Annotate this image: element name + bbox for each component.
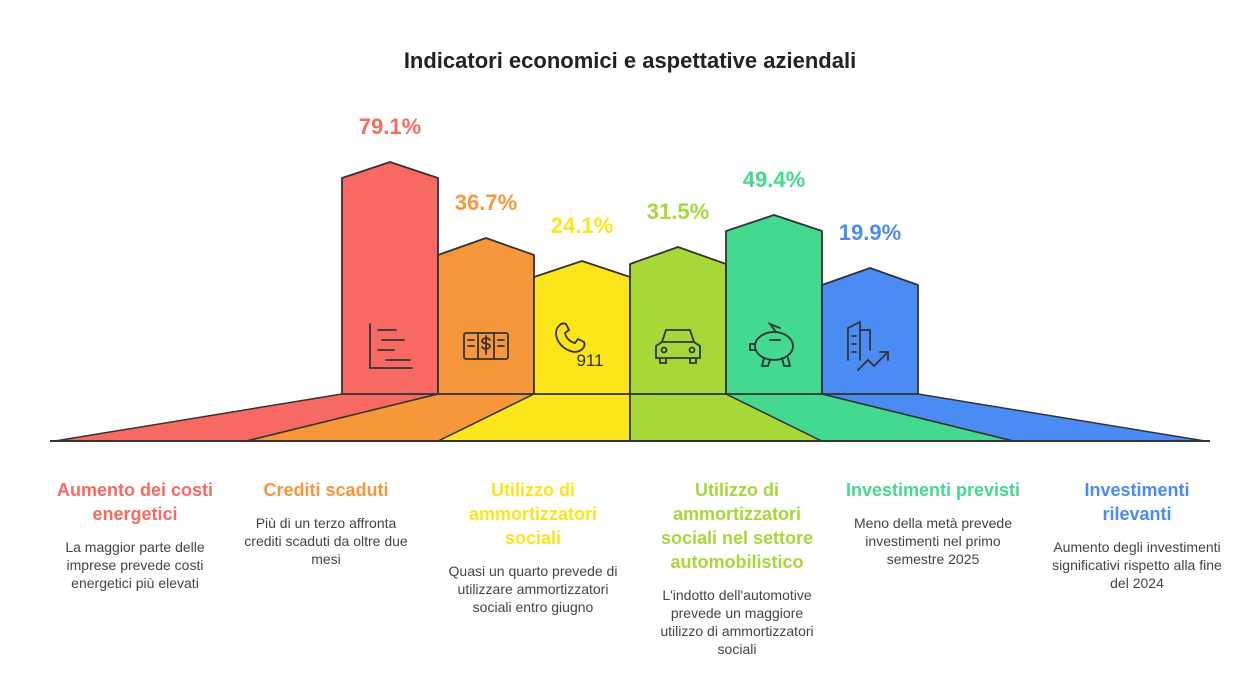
item-column: Crediti scaduti Più di un terzo affronta … <box>238 478 414 568</box>
icon: 911 <box>555 322 604 370</box>
icon-shape <box>749 321 792 367</box>
icon-text: 911 <box>576 351 603 370</box>
item-column: Investimenti previsti Meno della metà pre… <box>845 478 1021 568</box>
item-column: Aumento dei costi energetici La maggior p… <box>47 478 223 592</box>
item-column: Investimenti rilevanti Aumento degli inve… <box>1049 478 1225 592</box>
item-title: Utilizzo di ammortizzatori sociali <box>468 480 598 548</box>
item-column: Utilizzo di ammortizzatori sociali nel s… <box>649 478 825 658</box>
house-bar <box>437 237 535 395</box>
item-title: Investimenti rilevanti <box>1084 480 1190 524</box>
item-description: Aumento degli investimenti significativi… <box>1052 539 1222 591</box>
icon-shape <box>660 346 668 354</box>
icon <box>655 329 701 364</box>
house-bar <box>725 214 823 395</box>
item-title: Investimenti previsti <box>845 480 1021 500</box>
icon <box>847 320 889 371</box>
value-label: 19.9% <box>839 220 901 245</box>
item-description: Meno della metà prevede investimenti nel… <box>854 515 1012 567</box>
item-description: Più di un terzo affronta crediti scaduti… <box>244 515 408 567</box>
icon <box>463 332 509 360</box>
icon-shape <box>688 346 696 354</box>
title: Indicatori economici e aspettative azien… <box>404 48 856 73</box>
icon-shape <box>754 331 794 361</box>
item-description: La maggior parte delle imprese prevede c… <box>65 539 205 591</box>
value-label: 36.7% <box>455 190 517 215</box>
item-column: Utilizzo di ammortizzatori sociali Quasi … <box>445 478 621 616</box>
value-label: 24.1% <box>551 213 613 238</box>
icon-shape <box>369 323 413 369</box>
item-title: Utilizzo di ammortizzatori sociali nel s… <box>660 480 814 572</box>
value-label: 49.4% <box>743 167 805 192</box>
item-title: Aumento dei costi energetici <box>56 480 213 524</box>
icon-shape <box>655 329 701 364</box>
item-title: Crediti scaduti <box>263 480 389 500</box>
icon <box>369 323 413 369</box>
icon-shape <box>847 320 889 371</box>
house-bar <box>341 161 439 395</box>
icon <box>749 321 794 367</box>
item-description: L'indotto dell'automotive prevede un mag… <box>660 587 814 657</box>
item-description: Quasi un quarto prevede di utilizzare am… <box>448 563 618 615</box>
icon-shape <box>463 332 509 360</box>
house-bar <box>629 246 727 395</box>
value-label: 79.1% <box>359 114 421 139</box>
icon-shape <box>555 322 586 353</box>
value-label: 31.5% <box>647 199 709 224</box>
icon-shape <box>467 332 505 360</box>
house-bar <box>533 260 631 395</box>
